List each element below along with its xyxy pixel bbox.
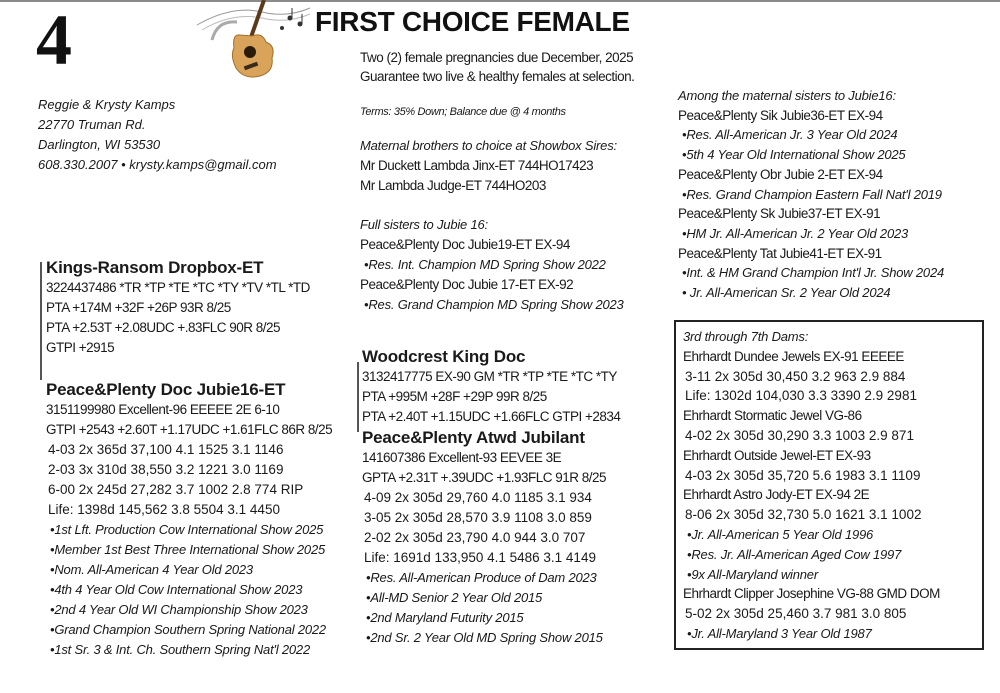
production-record: Life: 1398d 145,562 3.8 5504 3.1 4450 <box>48 502 280 517</box>
text-line: Mr Duckett Lambda Jinx-ET 744HO17423 <box>360 158 594 173</box>
production-record: 8-06 2x 305d 32,730 5.0 1621 3.1 1002 <box>685 507 922 523</box>
award-item: •All-MD Senior 2 Year Old 2015 <box>366 590 543 605</box>
text-line: 22770 Truman Rd. <box>38 117 146 132</box>
granddam-block: Peace&Plenty Atwd Jubilant 141607386 Exce… <box>362 428 607 648</box>
section-heading: Among the maternal sisters to Jubie16: <box>678 88 896 103</box>
award-item: •Res. Jr. All-American Aged Cow 1997 <box>687 546 902 562</box>
text-line: Guarantee two live & healthy females at … <box>360 69 635 84</box>
award-item: •HM Jr. All-American Jr. 2 Year Old 2023 <box>682 225 909 241</box>
award-item: •Res. Int. Champion MD Spring Show 2022 <box>364 257 606 272</box>
detail-line: Peace&Plenty Sik Jubie36-ET EX-94 <box>678 107 883 123</box>
production-record: 4-03 2x 305d 35,720 5.6 1983 3.1 1109 <box>685 467 921 483</box>
text-line: 608.330.2007 • krysty.kamps@gmail.com <box>38 157 277 172</box>
section-heading: 3rd through 7th Dams: <box>683 329 809 344</box>
animal-name: Peace&Plenty Doc Jubie16-ET <box>46 380 286 399</box>
guitar-image <box>196 0 311 78</box>
maternal-grandsire-bracket <box>357 362 359 432</box>
award-item: •Member 1st Best Three International Sho… <box>50 542 326 557</box>
offering-description: Two (2) female pregnancies due December,… <box>360 48 635 86</box>
maternal-grandsire-block: Woodcrest King Doc 3132417775 EX-90 GM *T… <box>362 347 621 427</box>
award-item: •1st Sr. 3 & Int. Ch. Southern Spring Na… <box>50 642 310 657</box>
full-sisters: Full sisters to Jubie 16: Peace&Plenty Do… <box>360 215 624 315</box>
detail-line: 3224437486 *TR *TP *TE *TC *TY *TV *TL *… <box>46 280 310 295</box>
detail-line: Ehrhardt Outside Jewel-ET EX-93 <box>683 447 871 463</box>
detail-line: 141607386 Excellent-93 EEVEE 3E <box>362 450 562 465</box>
award-item: •9x All-Maryland winner <box>687 566 818 582</box>
award-item: •Jr. All-American 5 Year Old 1996 <box>687 526 874 542</box>
dams-list: 3rd through 7th Dams: Ehrhardt Dundee Jew… <box>683 327 940 644</box>
production-record: 4-03 2x 365d 37,100 4.1 1525 3.1 1146 <box>48 442 284 457</box>
detail-line: Peace&Plenty Doc Jubie19-ET EX-94 <box>360 237 570 252</box>
text-line: Mr Lambda Judge-ET 744HO203 <box>360 178 546 193</box>
production-record: 4-09 2x 305d 29,760 4.0 1185 3.1 934 <box>364 490 592 505</box>
production-record: 4-02 2x 305d 30,290 3.3 1003 2.9 871 <box>685 427 914 443</box>
text-line: Reggie & Krysty Kamps <box>38 97 176 112</box>
award-item: •Res. All-American Jr. 3 Year Old 2024 <box>682 127 898 143</box>
detail-line: GTPI +2543 +2.60T +1.17UDC +1.61FLC 86R … <box>46 422 333 437</box>
award-item: •Nom. All-American 4 Year Old 2023 <box>50 562 253 577</box>
detail-line: Peace&Plenty Tat Jubie41-ET EX-91 <box>678 245 882 261</box>
production-record: 5-02 2x 305d 25,460 3.7 981 3.0 805 <box>685 606 907 622</box>
top-rule <box>0 0 1000 2</box>
detail-line: GPTA +2.31T +.39UDC +1.93FLC 91R 8/25 <box>362 470 607 485</box>
award-item: •Res. Grand Champion Eastern Fall Nat'l … <box>682 186 942 202</box>
award-item: •5th 4 Year Old International Show 2025 <box>682 147 906 163</box>
payment-terms: Terms: 35% Down; Balance due @ 4 months <box>360 106 566 118</box>
page-title: FIRST CHOICE FEMALE <box>315 6 630 37</box>
award-item: •2nd Maryland Futurity 2015 <box>366 610 524 625</box>
detail-line: PTA +174M +32F +26P 93R 8/25 <box>46 300 231 315</box>
production-record: Life: 1302d 104,030 3.3 3390 2.9 2981 <box>685 388 917 404</box>
award-item: •Int. & HM Grand Champion Int'l Jr. Show… <box>682 265 945 281</box>
detail-line: GTPI +2915 <box>46 340 115 355</box>
animal-name: Peace&Plenty Atwd Jubilant <box>362 428 585 447</box>
consignor-info: Reggie & Krysty Kamps 22770 Truman Rd. Dar… <box>38 95 277 175</box>
award-item: • Jr. All-American Sr. 2 Year Old 2024 <box>682 285 891 301</box>
award-item: •2nd Sr. 2 Year Old MD Spring Show 2015 <box>366 630 603 645</box>
maternal-brothers: Maternal brothers to choice at Showbox S… <box>360 136 617 196</box>
section-heading: Full sisters to Jubie 16: <box>360 217 488 232</box>
detail-line: Peace&Plenty Sk Jubie37-ET EX-91 <box>678 206 881 222</box>
detail-line: Ehrhardt Dundee Jewels EX-91 EEEEE <box>683 348 904 364</box>
detail-line: Peace&Plenty Obr Jubie 2-ET EX-94 <box>678 166 883 182</box>
production-record: 3-11 2x 305d 30,450 3.2 963 2.9 884 <box>685 368 906 384</box>
lot-number: 4 <box>36 0 72 80</box>
award-item: •Res. Grand Champion MD Spring Show 2023 <box>364 297 624 312</box>
sire-bracket <box>40 262 42 380</box>
award-item: •4th 4 Year Old Cow International Show 2… <box>50 582 303 597</box>
dams-box <box>674 320 984 650</box>
detail-line: 3151199980 Excellent-96 EEEEE 2E 6-10 <box>46 402 280 417</box>
production-record: 2-02 2x 305d 23,790 4.0 944 3.0 707 <box>364 530 586 545</box>
maternal-sisters: Among the maternal sisters to Jubie16: Pe… <box>678 86 944 303</box>
sire-block: Kings-Ransom Dropbox-ET 3224437486 *TR *T… <box>46 258 310 358</box>
detail-line: Ehrhardt Clipper Josephine VG-88 GMD DOM <box>683 586 940 602</box>
detail-line: 3132417775 EX-90 GM *TR *TP *TE *TC *TY <box>362 369 617 384</box>
dam-block: Peace&Plenty Doc Jubie16-ET 3151199980 Ex… <box>46 380 333 660</box>
section-heading: Maternal brothers to choice at Showbox S… <box>360 138 617 153</box>
production-record: 3-05 2x 305d 28,570 3.9 1108 3.0 859 <box>364 510 592 525</box>
detail-line: Peace&Plenty Doc Jubie 17-ET EX-92 <box>360 277 574 292</box>
award-item: •Jr. All-Maryland 3 Year Old 1987 <box>687 625 872 641</box>
animal-name: Woodcrest King Doc <box>362 347 526 366</box>
production-record: 2-03 3x 310d 38,550 3.2 1221 3.0 1169 <box>48 462 284 477</box>
production-record: 6-00 2x 245d 27,282 3.7 1002 2.8 774 RIP <box>48 482 304 497</box>
award-item: •Grand Champion Southern Spring National… <box>50 622 326 637</box>
detail-line: PTA +2.53T +2.08UDC +.83FLC 90R 8/25 <box>46 320 281 335</box>
detail-line: PTA +995M +28F +29P 99R 8/25 <box>362 389 547 404</box>
award-item: •Res. All-American Produce of Dam 2023 <box>366 570 597 585</box>
detail-line: PTA +2.40T +1.15UDC +1.66FLC GTPI +2834 <box>362 409 621 424</box>
animal-name: Kings-Ransom Dropbox-ET <box>46 258 264 277</box>
text-line: Darlington, WI 53530 <box>38 137 161 152</box>
award-item: •2nd 4 Year Old WI Championship Show 202… <box>50 602 308 617</box>
award-item: •1st Lft. Production Cow International S… <box>50 522 324 537</box>
production-record: Life: 1691d 133,950 4.1 5486 3.1 4149 <box>364 550 596 565</box>
text-line: Two (2) female pregnancies due December,… <box>360 50 634 65</box>
detail-line: Ehrhardt Astro Jody-ET EX-94 2E <box>683 487 870 503</box>
detail-line: Ehrhardt Stormatic Jewel VG-86 <box>683 408 862 424</box>
